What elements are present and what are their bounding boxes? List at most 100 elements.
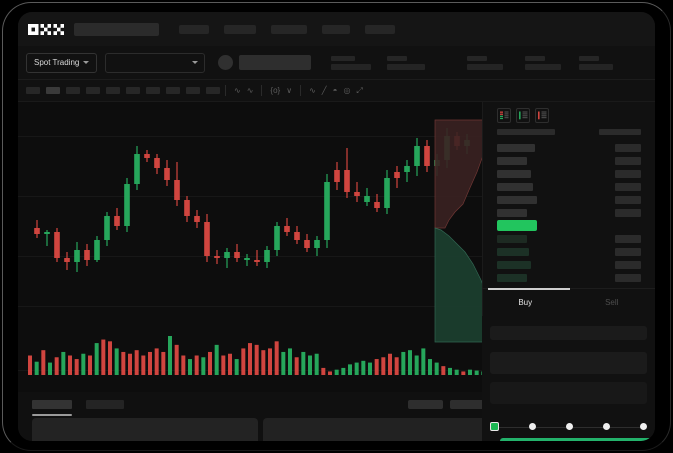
- tab-open-orders[interactable]: [32, 400, 72, 409]
- volume-bar: [281, 351, 286, 375]
- orderbook-bid-row[interactable]: [483, 271, 655, 284]
- timeframe-8[interactable]: [166, 87, 180, 94]
- last-price-badge: [497, 220, 537, 231]
- orderbook-bid-row[interactable]: [483, 232, 655, 245]
- timeframe-2[interactable]: [46, 87, 60, 94]
- volume-bar: [34, 361, 39, 375]
- coin-avatar-icon: [218, 55, 234, 70]
- volume-bar: [394, 357, 399, 375]
- bottom-action-1[interactable]: [408, 400, 443, 409]
- pager-dot-4[interactable]: [603, 423, 610, 430]
- volume-bar: [328, 371, 332, 375]
- orderbook-ask-row[interactable]: [483, 180, 655, 193]
- volume-bar: [354, 362, 359, 375]
- candle: [234, 252, 240, 258]
- volume-bar: [114, 348, 119, 375]
- okx-logo-icon[interactable]: [28, 23, 64, 35]
- volume-bar: [414, 355, 419, 375]
- timeframe-7[interactable]: [146, 87, 160, 94]
- settings-chart-icon[interactable]: {o}: [270, 86, 281, 95]
- tab-sell[interactable]: Sell: [605, 298, 619, 307]
- timeframe-1[interactable]: [26, 87, 40, 94]
- nav-item-1[interactable]: [179, 24, 209, 34]
- fullscreen-icon[interactable]: ⤢: [356, 85, 363, 95]
- trading-mode-selector[interactable]: Spot Trading: [26, 52, 98, 73]
- pair-select[interactable]: [105, 52, 206, 73]
- gridline: [18, 306, 498, 307]
- orderbook-ask-row[interactable]: [483, 167, 655, 180]
- orderbook-ask-row[interactable]: [483, 154, 655, 167]
- orderbook-ask-row[interactable]: [483, 141, 655, 154]
- gridline: [18, 136, 498, 137]
- candlestick-series: [34, 128, 470, 272]
- search-input[interactable]: [74, 22, 159, 36]
- volume-bar: [274, 341, 279, 375]
- orderbook-both-icon[interactable]: [497, 108, 511, 123]
- candle: [384, 178, 390, 208]
- candle: [154, 158, 160, 168]
- orderbook-bid-row[interactable]: [483, 258, 655, 271]
- candle: [314, 240, 320, 248]
- orders-empty-card-2: [263, 418, 489, 441]
- orderbook-bids-icon[interactable]: [516, 108, 530, 123]
- timeframe-6[interactable]: [126, 87, 140, 94]
- row-amount: [615, 234, 641, 243]
- last-price-row: [483, 219, 655, 232]
- candle: [334, 170, 340, 182]
- timeframe-9[interactable]: [186, 87, 200, 94]
- pager-dot-5[interactable]: [640, 423, 647, 430]
- volume-bar: [88, 355, 92, 375]
- amount-field[interactable]: [490, 382, 647, 404]
- chart-type-chevron-icon[interactable]: ∨: [286, 86, 293, 95]
- volume-bar: [268, 348, 272, 375]
- candle: [94, 240, 100, 260]
- pager-dot-3[interactable]: [566, 423, 573, 430]
- candle: [374, 202, 380, 208]
- candle: [424, 146, 430, 166]
- submit-order-button[interactable]: [500, 438, 655, 441]
- toolbar-divider: [300, 85, 302, 96]
- timeframe-list: [26, 87, 220, 94]
- row-amount: [615, 195, 641, 204]
- tab-buy[interactable]: Buy: [518, 298, 533, 307]
- candle: [394, 172, 400, 178]
- candle: [84, 250, 90, 260]
- nav-item-5[interactable]: [365, 24, 395, 34]
- magnet-icon[interactable]: ◓: [332, 86, 338, 95]
- compare-icon[interactable]: ∿: [246, 86, 254, 95]
- candle: [204, 222, 210, 256]
- drawing-tools-icon[interactable]: ╱: [321, 86, 327, 95]
- orderbook-asks-icon[interactable]: [535, 108, 549, 123]
- orderbook-bid-row[interactable]: [483, 245, 655, 258]
- nav-item-3[interactable]: [271, 24, 307, 34]
- volume-bar: [301, 351, 306, 375]
- row-price: [497, 208, 527, 217]
- stat-volume-value: [467, 63, 504, 70]
- bottom-action-2[interactable]: [450, 400, 485, 409]
- volume-bar: [128, 353, 132, 375]
- pager-dot-1[interactable]: [490, 422, 499, 431]
- alert-icon[interactable]: ◎: [343, 86, 351, 95]
- order-type-field[interactable]: [490, 326, 647, 340]
- price-field[interactable]: [490, 352, 647, 374]
- volume-bar: [28, 355, 32, 375]
- orderbook-ask-row[interactable]: [483, 193, 655, 206]
- stat-change-value: [331, 63, 372, 70]
- line-chart-icon[interactable]: ∿: [309, 86, 316, 95]
- orderbook-ask-row[interactable]: [483, 206, 655, 219]
- tab-order-history[interactable]: [86, 400, 124, 409]
- timeframe-5[interactable]: [106, 87, 120, 94]
- timeframe-4[interactable]: [86, 87, 100, 94]
- pager-dot-2[interactable]: [529, 423, 536, 430]
- gridline: [18, 256, 498, 257]
- timeframe-10[interactable]: [206, 87, 220, 94]
- volume-bar: [448, 367, 452, 375]
- nav-item-2[interactable]: [224, 24, 256, 34]
- stat-turnover-label: [579, 55, 600, 61]
- indicator-icon[interactable]: ∿: [234, 86, 241, 95]
- nav-item-4[interactable]: [322, 24, 350, 34]
- candle: [34, 228, 40, 234]
- chevron-down-icon: [83, 61, 90, 64]
- volume-bar: [254, 344, 259, 375]
- timeframe-3[interactable]: [66, 87, 80, 94]
